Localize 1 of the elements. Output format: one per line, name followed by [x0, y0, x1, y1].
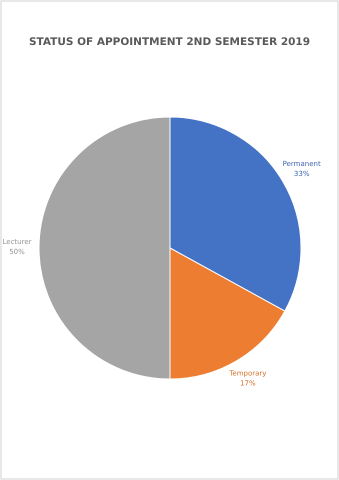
chart-title: STATUS OF APPOINTMENT 2ND SEMESTER 2019: [28, 36, 310, 48]
